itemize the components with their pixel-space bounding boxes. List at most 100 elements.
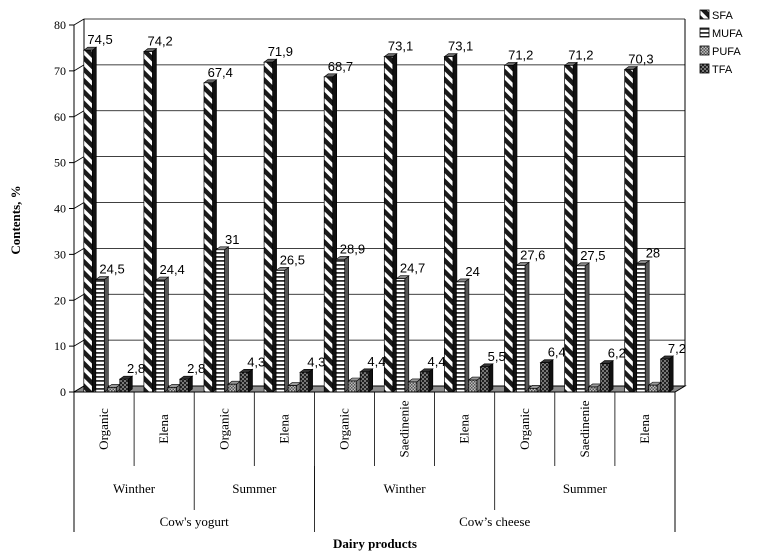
gridline-side bbox=[73, 64, 85, 72]
data-labels: 74,5 24,5 2,8 74,2 24,4 2,8 67,4 31 4,3 71,9 26,5 4… bbox=[87, 32, 686, 376]
data-label-mufa-2: 31 bbox=[225, 232, 239, 247]
category-label-5: Saedinenie bbox=[397, 400, 412, 457]
bar-mufa-7 bbox=[515, 261, 530, 393]
bar-tfa-5 bbox=[419, 368, 434, 393]
x-axis-title: Dairy products bbox=[333, 536, 417, 551]
category-label-8: Saedinenie bbox=[577, 400, 592, 457]
bar-sfa-0 bbox=[82, 46, 98, 393]
category-label-9: Elena bbox=[637, 414, 652, 444]
gridline-side bbox=[73, 18, 85, 26]
y-tick-label-70: 70 bbox=[54, 64, 66, 78]
data-label-tfa-7: 6,4 bbox=[548, 345, 566, 360]
bar-mufa-9 bbox=[635, 259, 651, 393]
bar-pufa-8 bbox=[587, 383, 602, 393]
data-label-mufa-9: 28 bbox=[646, 246, 660, 261]
bar-sfa-3 bbox=[263, 58, 278, 393]
bar-pufa-5 bbox=[407, 378, 422, 393]
bar-mufa-0 bbox=[94, 276, 110, 393]
legend-label-tfa: TFA bbox=[712, 64, 733, 76]
bar-sfa-9 bbox=[623, 65, 639, 393]
legend-item-pufa: PUFA bbox=[699, 45, 741, 58]
data-label-sfa-2: 67,4 bbox=[208, 65, 233, 80]
bar-sfa-8 bbox=[563, 61, 578, 393]
legend-item-tfa: TFA bbox=[699, 63, 733, 76]
gridline-side bbox=[73, 110, 85, 118]
y-tick-label-0: 0 bbox=[60, 385, 66, 399]
legend: SFA MUFA PUFA TFA bbox=[699, 9, 743, 76]
data-label-sfa-0: 74,5 bbox=[87, 32, 112, 47]
y-tick-label-10: 10 bbox=[54, 339, 66, 353]
bar-pufa-2 bbox=[227, 380, 242, 393]
bar-tfa-4 bbox=[359, 368, 374, 393]
legend-swatch-tfa bbox=[699, 63, 710, 74]
data-label-tfa-6: 5,5 bbox=[488, 349, 506, 364]
gridline-side bbox=[73, 156, 85, 163]
gridline-side bbox=[73, 339, 85, 347]
bar-mufa-8 bbox=[575, 262, 590, 393]
bar-sfa-1 bbox=[142, 48, 158, 393]
bar-tfa-2 bbox=[239, 368, 254, 393]
data-label-mufa-1: 24,4 bbox=[159, 262, 184, 277]
bar-pufa-3 bbox=[287, 381, 302, 393]
data-label-mufa-8: 27,5 bbox=[580, 248, 605, 263]
bar-pufa-6 bbox=[467, 376, 482, 393]
data-label-tfa-4: 4,4 bbox=[367, 354, 385, 369]
data-label-sfa-7: 71,2 bbox=[508, 47, 533, 62]
bar-tfa-8 bbox=[599, 359, 614, 393]
bar-tfa-3 bbox=[299, 368, 314, 393]
legend-label-mufa: MUFA bbox=[712, 28, 743, 40]
season-label-1: Summer bbox=[232, 481, 277, 496]
gridline-side bbox=[73, 202, 85, 209]
category-label-0: Organic bbox=[96, 408, 111, 450]
data-label-tfa-3: 4,3 bbox=[307, 354, 325, 369]
legend-item-sfa: SFA bbox=[699, 9, 733, 22]
y-tick-label-50: 50 bbox=[54, 156, 66, 170]
season-label-3: Summer bbox=[563, 481, 608, 496]
data-label-mufa-7: 27,6 bbox=[520, 247, 545, 262]
legend-swatch-mufa bbox=[699, 27, 710, 38]
season-label-0: Winther bbox=[113, 481, 156, 496]
y-axis: 0 10 20 30 40 50 60 70 80 bbox=[54, 18, 75, 399]
data-label-sfa-3: 71,9 bbox=[268, 44, 293, 59]
data-label-sfa-5: 73,1 bbox=[388, 39, 413, 54]
bar-sfa-2 bbox=[203, 79, 218, 393]
bar-mufa-5 bbox=[395, 275, 410, 393]
data-label-tfa-9: 7,2 bbox=[668, 341, 686, 356]
category-label-7: Organic bbox=[517, 408, 532, 450]
data-label-sfa-6: 73,1 bbox=[448, 39, 473, 54]
x-axis-table: Organic Elena Organic Elena Organic Saedineni… bbox=[73, 391, 676, 532]
legend-item-mufa: MUFA bbox=[699, 27, 743, 40]
y-tick-label-60: 60 bbox=[54, 110, 66, 124]
bar-sfa-5 bbox=[383, 53, 398, 393]
category-label-1: Elena bbox=[156, 414, 171, 444]
bar-tfa-1 bbox=[178, 375, 194, 393]
data-label-sfa-4: 68,7 bbox=[328, 59, 353, 74]
data-label-tfa-8: 6,2 bbox=[608, 346, 626, 361]
data-label-tfa-2: 4,3 bbox=[247, 354, 265, 369]
data-label-mufa-3: 26,5 bbox=[280, 252, 305, 267]
product-label-1: Cow’s cheese bbox=[459, 514, 530, 529]
data-label-mufa-6: 24 bbox=[465, 264, 479, 279]
category-label-2: Organic bbox=[216, 408, 231, 450]
bar-tfa-7 bbox=[539, 359, 554, 393]
data-label-sfa-1: 74,2 bbox=[147, 34, 172, 49]
data-label-tfa-1: 2,8 bbox=[187, 361, 205, 376]
bar-pufa-4 bbox=[347, 377, 362, 393]
legend-label-pufa: PUFA bbox=[712, 46, 741, 58]
gridline-side bbox=[73, 248, 85, 255]
y-tick-label-30: 30 bbox=[54, 247, 66, 261]
bar-pufa-9 bbox=[647, 381, 663, 393]
category-label-6: Elena bbox=[457, 414, 472, 444]
category-label-4: Organic bbox=[336, 408, 351, 450]
data-label-sfa-8: 71,2 bbox=[568, 47, 593, 62]
data-label-mufa-0: 24,5 bbox=[99, 262, 124, 277]
bars bbox=[82, 46, 675, 393]
data-label-tfa-5: 4,4 bbox=[428, 354, 446, 369]
bar-mufa-2 bbox=[215, 246, 230, 393]
legend-swatch-sfa bbox=[699, 9, 710, 20]
y-axis-title: Contents, % bbox=[8, 185, 23, 254]
bar-mufa-3 bbox=[275, 266, 290, 393]
gridline-side bbox=[73, 293, 85, 301]
legend-label-sfa: SFA bbox=[712, 10, 733, 22]
